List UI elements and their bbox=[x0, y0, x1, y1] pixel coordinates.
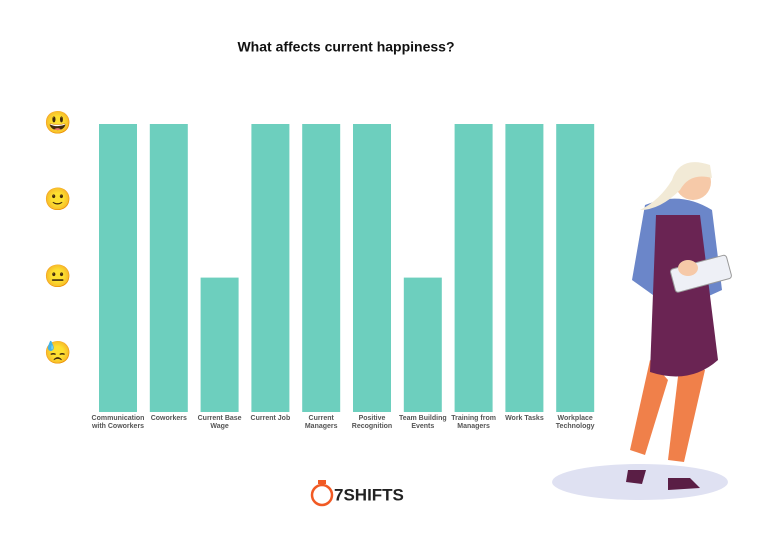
bar bbox=[200, 277, 239, 412]
y-tick-label: 😐 bbox=[44, 263, 71, 288]
logo-icon bbox=[310, 480, 334, 507]
bar bbox=[302, 124, 341, 412]
y-tick-label: 😃 bbox=[44, 110, 71, 135]
x-tick-label: Work Tasks bbox=[505, 415, 544, 422]
bar bbox=[505, 124, 544, 412]
bar bbox=[353, 124, 391, 412]
chart-title: What affects current happiness? bbox=[237, 39, 454, 55]
bar bbox=[556, 124, 595, 412]
x-tick-label: Training from Managers bbox=[451, 415, 496, 430]
x-tick-label: Coworkers bbox=[150, 415, 187, 422]
x-tick-label: Communication with Coworkers bbox=[91, 415, 145, 430]
bar bbox=[99, 124, 137, 412]
x-tick-label: Team Building Events bbox=[398, 415, 447, 430]
x-tick-label: Positive Recognition bbox=[351, 415, 393, 430]
bar bbox=[251, 124, 290, 412]
y-tick-label: 😓 bbox=[44, 340, 71, 365]
x-tick-label: Current Base Wage bbox=[197, 415, 242, 430]
x-tick-label: Current Managers bbox=[304, 415, 338, 430]
x-tick-label: Workplace Technology bbox=[555, 415, 595, 430]
y-tick-label: 🙂 bbox=[44, 187, 71, 212]
logo-text: 7SHIFTS bbox=[334, 485, 404, 504]
bar bbox=[454, 124, 493, 412]
illustration bbox=[552, 162, 732, 500]
x-tick-label: Current Job bbox=[250, 415, 291, 422]
bar bbox=[149, 124, 188, 412]
bar bbox=[403, 277, 442, 412]
